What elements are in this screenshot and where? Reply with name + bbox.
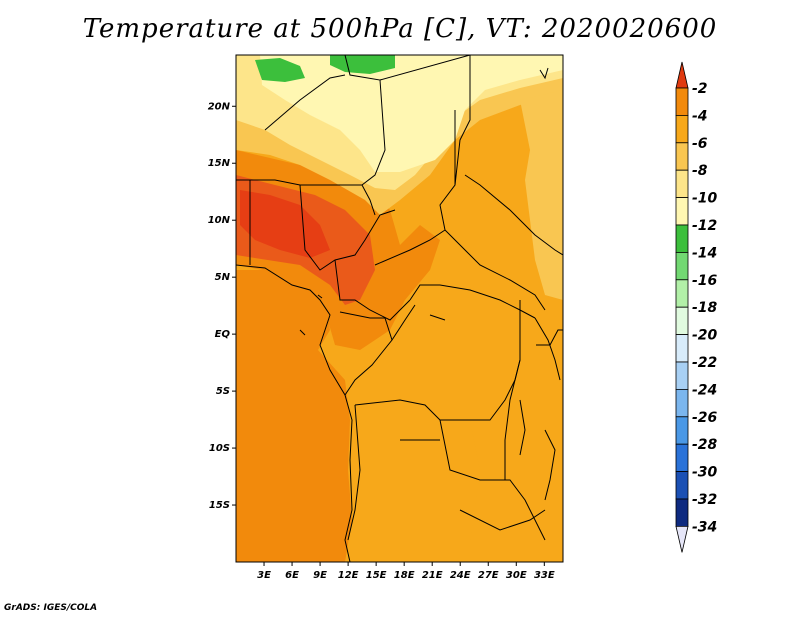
lat-tick-label: EQ bbox=[215, 329, 231, 340]
colorbar: -2 -4 -6 -8 -10 -12 -14 -16 -18 -20 -22 -24 -26 -28 -3… bbox=[675, 61, 718, 553]
colorbar-label: -12 bbox=[692, 218, 717, 234]
lon-tick-label: 6E bbox=[285, 570, 299, 581]
colorbar-swatch bbox=[675, 142, 689, 171]
colorbar-label: -24 bbox=[692, 382, 717, 398]
colorbar-top-arrow bbox=[675, 61, 689, 89]
colorbar-label: -6 bbox=[692, 136, 708, 152]
colorbar-label: -4 bbox=[692, 108, 708, 124]
colorbar-label: -18 bbox=[692, 300, 718, 316]
colorbar-swatch bbox=[675, 361, 689, 390]
lon-tick-label: 12E bbox=[338, 570, 359, 581]
colorbar-swatch bbox=[675, 169, 689, 198]
colorbar-label: -22 bbox=[692, 355, 717, 371]
lon-tick-label: 27E bbox=[478, 570, 499, 581]
latitude-axis: 20N 15N 10N 5N EQ 5S 10S 15S bbox=[208, 101, 236, 511]
colorbar-label: -34 bbox=[692, 519, 717, 535]
colorbar-label: -10 bbox=[692, 191, 718, 207]
colorbar-bottom-arrow bbox=[675, 526, 689, 553]
colorbar-label: -26 bbox=[692, 410, 718, 426]
lon-tick-label: 33E bbox=[534, 570, 555, 581]
colorbar-label: -16 bbox=[692, 273, 718, 289]
lon-tick-label: 3E bbox=[257, 570, 271, 581]
lon-tick-label: 24E bbox=[450, 570, 471, 581]
colorbar-label: -28 bbox=[692, 437, 718, 453]
lon-tick-label: 9E bbox=[313, 570, 327, 581]
lat-tick-label: 5S bbox=[216, 386, 230, 397]
lat-tick-label: 20N bbox=[208, 101, 231, 112]
lat-tick-label: 5N bbox=[215, 272, 231, 283]
colorbar-swatch bbox=[675, 224, 689, 253]
colorbar-swatch bbox=[675, 443, 689, 473]
lon-tick-label: 21E bbox=[422, 570, 443, 581]
colorbar-label: -20 bbox=[692, 328, 718, 344]
grads-credit: GrADS: IGES/COLA bbox=[4, 603, 98, 613]
lat-tick-label: 15N bbox=[208, 158, 231, 169]
colorbar-swatch bbox=[675, 306, 689, 336]
lat-tick-label: 10N bbox=[208, 215, 231, 226]
colorbar-label: -30 bbox=[692, 465, 718, 481]
colorbar-swatch bbox=[675, 471, 689, 500]
longitude-axis: 3E 6E 9E 12E 15E 18E 21E 24E 27E 30E 33E bbox=[257, 562, 555, 581]
chart-title: Temperature at 500hPa [C], VT: 202002060… bbox=[82, 14, 718, 44]
colorbar-swatch bbox=[675, 87, 689, 116]
colorbar-swatch bbox=[675, 197, 689, 226]
colorbar-swatch bbox=[675, 498, 689, 527]
lon-tick-label: 18E bbox=[394, 570, 415, 581]
colorbar-label: -8 bbox=[692, 163, 708, 179]
colorbar-swatch bbox=[675, 388, 689, 418]
colorbar-swatch bbox=[675, 416, 689, 445]
colorbar-swatch bbox=[675, 334, 689, 363]
lon-tick-label: 30E bbox=[506, 570, 527, 581]
country-borders bbox=[236, 55, 563, 562]
colorbar-label: -14 bbox=[692, 245, 717, 261]
lon-tick-label: 15E bbox=[366, 570, 387, 581]
map-frame bbox=[235, 54, 564, 563]
colorbar-label: -2 bbox=[692, 81, 708, 97]
colorbar-swatch bbox=[675, 279, 689, 308]
colorbar-swatch bbox=[675, 251, 689, 281]
colorbar-label: -32 bbox=[692, 492, 717, 508]
colorbar-swatch bbox=[675, 115, 689, 144]
temperature-field bbox=[236, 55, 563, 562]
lat-tick-label: 15S bbox=[209, 500, 230, 511]
lat-tick-label: 10S bbox=[209, 443, 230, 454]
